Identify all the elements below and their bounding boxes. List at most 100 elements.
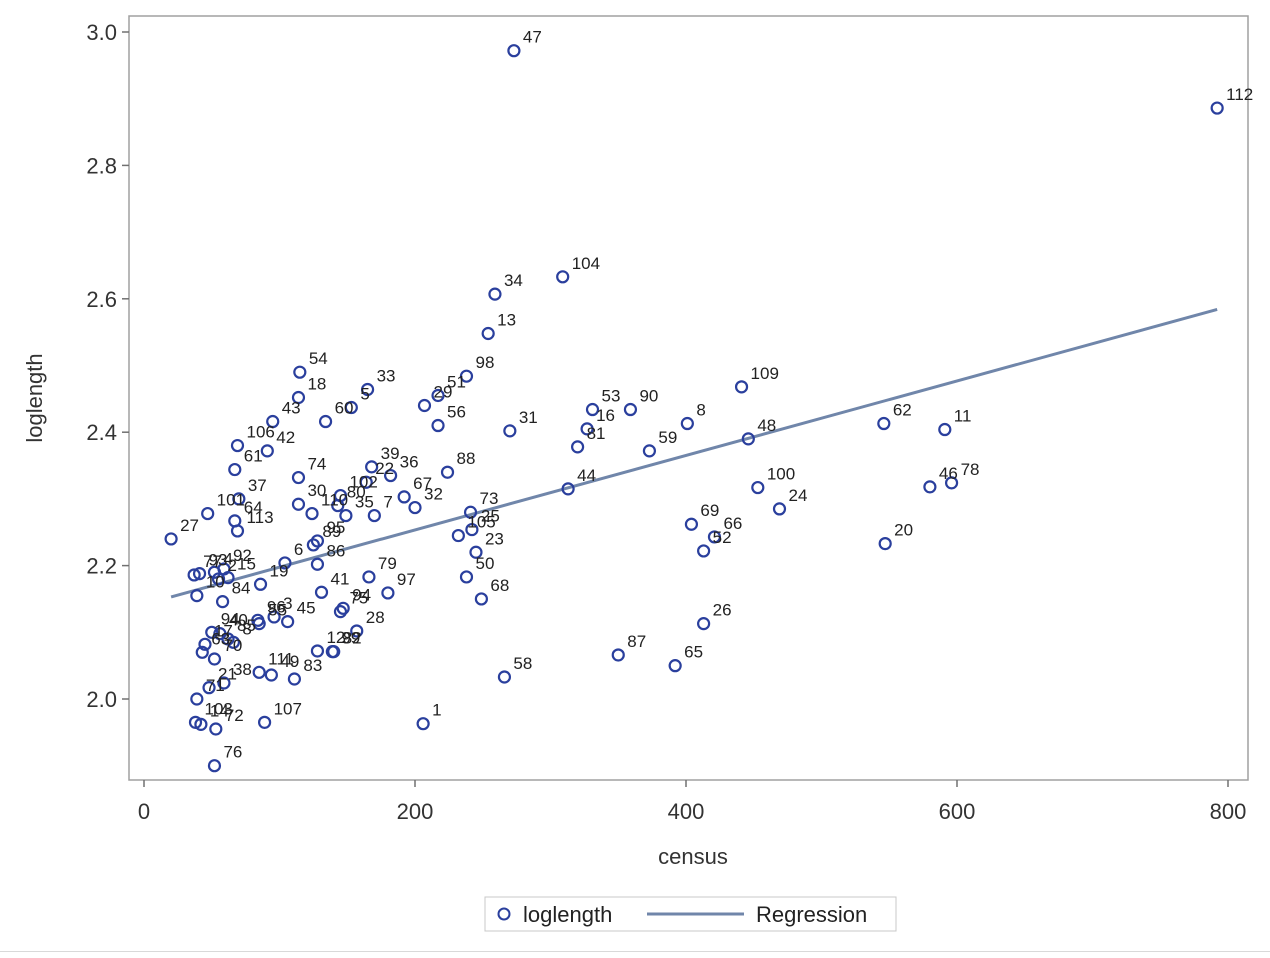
data-point xyxy=(228,462,242,477)
data-point-label: 28 xyxy=(366,608,385,627)
data-point xyxy=(623,402,638,417)
data-point-label: 106 xyxy=(246,423,274,442)
data-point xyxy=(463,505,478,519)
legend-marker-circle xyxy=(497,907,511,921)
data-point-label: 77 xyxy=(203,552,222,571)
data-point-label: 49 xyxy=(280,652,299,671)
data-point xyxy=(291,470,306,485)
data-point xyxy=(207,652,222,666)
data-point xyxy=(408,500,422,515)
data-point xyxy=(741,432,755,446)
data-point-label: 111 xyxy=(268,649,294,668)
data-point xyxy=(697,544,711,558)
data-point xyxy=(291,390,306,405)
data-point-label: 6 xyxy=(294,540,303,559)
data-point-label: 11 xyxy=(954,407,972,426)
data-point-label: 52 xyxy=(713,528,732,547)
data-point xyxy=(226,635,241,649)
data-point-label: 56 xyxy=(447,403,466,422)
data-point-label: 73 xyxy=(480,489,499,508)
y-tick-label: 2.8 xyxy=(86,153,117,178)
data-point xyxy=(440,465,455,479)
data-point xyxy=(459,369,474,383)
y-axis-label: loglength xyxy=(22,353,47,442)
data-point-label: 37 xyxy=(248,476,267,495)
data-point-label: 88 xyxy=(457,449,476,468)
data-point-label: 96 xyxy=(267,597,286,616)
plot-frame xyxy=(128,15,1249,781)
y-tick-label: 2.2 xyxy=(86,554,117,579)
data-point-label: 34 xyxy=(504,271,523,290)
data-point xyxy=(397,490,411,504)
y-tick-label: 2.0 xyxy=(86,687,117,712)
data-point xyxy=(772,502,787,516)
data-point xyxy=(642,444,657,458)
data-point xyxy=(878,536,892,551)
data-point-label: 93 xyxy=(209,551,228,570)
data-point-label: 68 xyxy=(490,576,509,595)
data-point xyxy=(362,570,376,584)
data-point xyxy=(384,468,398,483)
data-point-label: 76 xyxy=(223,743,242,762)
data-point-label: 21 xyxy=(218,665,237,684)
data-point xyxy=(938,422,952,437)
data-point-label: 71 xyxy=(206,676,225,695)
x-tick-label: 400 xyxy=(668,799,705,824)
data-point-label: 32 xyxy=(424,485,443,504)
data-point-label: 95 xyxy=(326,518,345,537)
data-point-label: 102 xyxy=(349,473,377,492)
data-point-label: 45 xyxy=(297,599,316,618)
data-point-label: 20 xyxy=(894,521,913,540)
data-point xyxy=(318,414,333,429)
data-point xyxy=(190,692,204,706)
data-point-label: 18 xyxy=(307,375,326,394)
data-point-label: 39 xyxy=(381,444,400,463)
data-point-label: 69 xyxy=(700,501,719,520)
data-point-label: 59 xyxy=(658,428,677,447)
data-point xyxy=(209,722,223,736)
data-point xyxy=(507,44,521,58)
y-tick-label: 2.4 xyxy=(86,420,117,445)
data-point xyxy=(267,610,281,624)
data-point xyxy=(164,532,178,546)
data-point xyxy=(215,595,230,609)
data-point xyxy=(331,498,345,513)
data-point xyxy=(707,530,722,544)
x-axis-label: census xyxy=(658,844,728,869)
data-point xyxy=(310,644,325,658)
y-tick-label: 2.6 xyxy=(86,287,117,312)
data-point xyxy=(451,528,465,543)
data-point-label: 23 xyxy=(485,529,504,548)
data-point xyxy=(310,534,325,548)
data-point-label: 97 xyxy=(397,570,416,589)
data-point-label: 17 xyxy=(214,621,233,640)
data-point xyxy=(260,444,274,458)
data-point-label: 94 xyxy=(221,609,240,628)
data-point xyxy=(217,676,231,690)
data-point-label: 8 xyxy=(696,401,705,420)
data-point-label: 105 xyxy=(467,513,495,532)
data-point-label: 72 xyxy=(225,706,244,725)
data-point-label: 74 xyxy=(307,455,326,474)
data-point-label: 55 xyxy=(268,601,287,620)
data-point xyxy=(585,402,600,417)
data-point xyxy=(488,287,502,301)
data-point-label: 25 xyxy=(481,507,500,526)
x-axis: 0 200 400 600 800 xyxy=(138,780,1246,824)
data-point-label: 14 xyxy=(210,701,229,720)
data-point xyxy=(305,506,319,521)
data-point xyxy=(266,414,280,429)
data-point-label: 47 xyxy=(523,28,542,47)
data-point xyxy=(257,715,272,729)
legend-item-loglength: loglength xyxy=(523,902,612,927)
data-point-label: 54 xyxy=(309,349,328,368)
data-point xyxy=(207,759,222,773)
data-point xyxy=(310,557,325,571)
data-point xyxy=(503,424,517,438)
regression-layer xyxy=(170,308,1218,599)
data-point-label: 80 xyxy=(347,483,366,502)
data-point xyxy=(221,571,235,585)
data-point xyxy=(431,418,445,433)
